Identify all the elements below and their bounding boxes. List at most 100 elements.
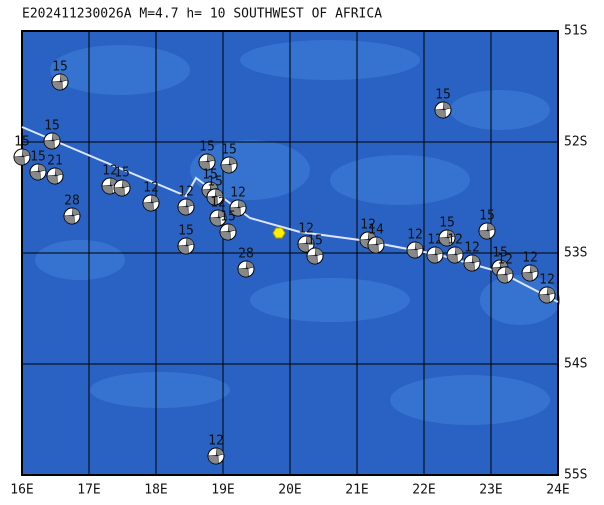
focal-mechanism: 15 xyxy=(13,135,31,166)
depth-label: 15 xyxy=(202,168,218,183)
depth-label: 12 xyxy=(102,164,118,179)
focal-mechanism: 15 xyxy=(434,88,452,119)
depth-label: 15 xyxy=(178,224,194,239)
compression-quadrant xyxy=(206,188,224,206)
focal-mechanism: 12 xyxy=(142,181,160,212)
depth-label: 14 xyxy=(368,223,384,238)
depth-label: 15 xyxy=(492,246,508,261)
focal-mechanism: 28 xyxy=(237,247,255,278)
focal-mechanism: 15 xyxy=(43,119,61,150)
compression-quadrant xyxy=(219,223,237,241)
graticule xyxy=(22,31,558,475)
focal-mechanism: 15 xyxy=(177,224,195,255)
compression-quadrant xyxy=(538,286,556,304)
map-title: E202411230026A M=4.7 h= 10 SOUTHWEST OF … xyxy=(22,7,382,22)
depth-label: 12 xyxy=(522,251,538,266)
compression-quadrant xyxy=(198,153,216,171)
focal-mechanism: 14 xyxy=(367,223,385,254)
focal-mechanism: 15 xyxy=(113,166,131,197)
compression-quadrant xyxy=(306,247,324,265)
compression-quadrant xyxy=(43,132,61,150)
focal-mechanism: 15 xyxy=(219,210,237,241)
depth-label: 15 xyxy=(207,175,223,190)
depth-label: 12 xyxy=(178,185,194,200)
latitude-label: 51S xyxy=(564,24,587,39)
compression-quadrant xyxy=(220,156,238,174)
depth-label: 12 xyxy=(497,253,513,268)
compression-quadrant xyxy=(46,167,64,185)
focal-mechanism: 15 xyxy=(306,234,324,265)
compression-quadrant xyxy=(237,260,255,278)
focal-mechanism: 12 xyxy=(538,273,556,304)
depth-label: 15 xyxy=(439,216,455,231)
depth-label: 15 xyxy=(479,209,495,224)
focal-mechanism: 12 xyxy=(209,196,227,227)
compression-quadrant xyxy=(406,241,424,259)
compression-quadrant xyxy=(209,209,227,227)
focal-mechanism: 15 xyxy=(51,60,69,91)
depth-label: 12 xyxy=(210,196,226,211)
depth-label: 12 xyxy=(447,233,463,248)
focal-mechanism: 21 xyxy=(46,154,64,185)
compression-quadrant xyxy=(51,73,69,91)
focal-mechanism: 12 xyxy=(207,434,225,465)
depth-label: 15 xyxy=(221,143,237,158)
depth-label: 15 xyxy=(199,140,215,155)
depth-label: 12 xyxy=(539,273,555,288)
focal-mechanism: 15 xyxy=(198,140,216,171)
depth-label: 12 xyxy=(143,181,159,196)
longitude-label: 23E xyxy=(479,483,502,498)
focal-mechanism: 12 xyxy=(463,241,481,272)
compression-quadrant xyxy=(29,163,47,181)
longitude-label: 22E xyxy=(412,483,435,498)
focal-mechanism: 12 xyxy=(406,228,424,259)
compression-quadrant xyxy=(142,194,160,212)
longitude-label: 20E xyxy=(278,483,301,498)
compression-quadrant xyxy=(446,246,464,264)
longitude-label: 16E xyxy=(10,483,33,498)
longitude-label: 21E xyxy=(345,483,368,498)
latitude-label: 54S xyxy=(564,357,587,372)
latitude-label: 55S xyxy=(564,468,587,483)
focal-mechanism: 28 xyxy=(63,194,81,225)
depth-label: 12 xyxy=(208,434,224,449)
compression-quadrant xyxy=(463,254,481,272)
compression-quadrant xyxy=(434,101,452,119)
longitude-label: 24E xyxy=(546,483,569,498)
focal-mechanism: 15 xyxy=(206,175,224,206)
longitude-label: 17E xyxy=(77,483,100,498)
depth-label: 15 xyxy=(14,135,30,150)
focal-mechanism: 15 xyxy=(29,150,47,181)
depth-label: 28 xyxy=(238,247,254,262)
focal-mechanism: 15 xyxy=(438,216,456,247)
compression-quadrant xyxy=(13,148,31,166)
compression-quadrant xyxy=(207,447,225,465)
compression-quadrant xyxy=(297,235,315,253)
depth-label: 15 xyxy=(44,119,60,134)
depth-label: 12 xyxy=(464,241,480,256)
depth-label: 12 xyxy=(360,218,376,233)
focal-mechanism: 15 xyxy=(491,246,509,277)
depth-label: 21 xyxy=(47,154,63,169)
longitude-label: 19E xyxy=(211,483,234,498)
latitude-label: 52S xyxy=(564,135,587,150)
focal-mechanism: 12 xyxy=(496,253,514,284)
depth-label: 15 xyxy=(220,210,236,225)
longitude-label: 18E xyxy=(144,483,167,498)
compression-quadrant xyxy=(521,264,539,282)
epicenter xyxy=(272,227,286,239)
focal-mechanism: 12 xyxy=(229,186,247,217)
compression-quadrant xyxy=(229,199,247,217)
focal-mechanism: 15 xyxy=(478,209,496,240)
depth-label: 28 xyxy=(64,194,80,209)
depth-label: 12 xyxy=(230,186,246,201)
focal-mechanism: 12 xyxy=(521,251,539,282)
compression-quadrant xyxy=(438,229,456,247)
latitude-label: 53S xyxy=(564,246,587,261)
frame xyxy=(21,30,559,476)
focal-mechanism: 12 xyxy=(177,185,195,216)
focal-mechanism: 15 xyxy=(220,143,238,174)
depth-label: 15 xyxy=(114,166,130,181)
